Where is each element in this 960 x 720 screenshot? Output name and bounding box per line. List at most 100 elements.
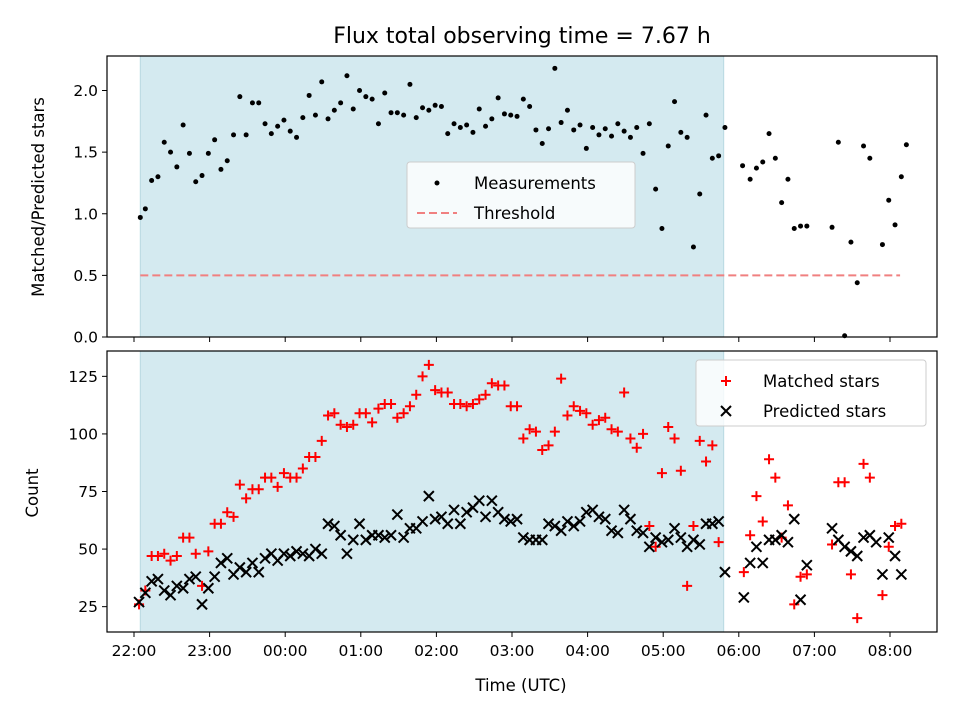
- data-point: [851, 550, 863, 562]
- data-point: [750, 541, 763, 553]
- y-tick-label: 125: [68, 368, 98, 386]
- data-point: [624, 513, 637, 525]
- data-point: [448, 504, 460, 516]
- data-point: [520, 96, 526, 102]
- x-tick-label: 02:00: [414, 642, 459, 660]
- data-point: [137, 214, 143, 220]
- data-point: [524, 424, 535, 435]
- data-point: [152, 573, 164, 585]
- data-point: [407, 81, 413, 87]
- data-point: [867, 155, 873, 161]
- series-predicted-stars: [133, 490, 908, 611]
- data-point: [668, 522, 681, 535]
- data-point: [757, 557, 769, 569]
- data-point: [631, 442, 642, 453]
- data-point: [464, 122, 470, 128]
- data-point: [347, 534, 359, 546]
- data-point: [379, 531, 391, 544]
- data-point: [631, 524, 643, 537]
- data-point: [772, 155, 778, 161]
- data-point: [738, 567, 749, 578]
- data-point: [208, 571, 221, 583]
- legend-marker: [434, 180, 440, 186]
- data-point: [177, 582, 189, 594]
- data-point: [262, 121, 268, 127]
- data-point: [537, 445, 548, 456]
- data-point: [142, 206, 148, 212]
- data-point: [556, 373, 567, 384]
- data-point: [612, 527, 624, 539]
- data-point: [338, 100, 344, 106]
- data-point: [684, 134, 690, 140]
- data-point: [795, 571, 806, 582]
- data-point: [328, 520, 341, 532]
- data-point: [159, 548, 170, 559]
- y-tick-label: 75: [78, 483, 98, 501]
- x-tick-label: 22:00: [112, 642, 157, 660]
- data-point: [757, 516, 768, 527]
- data-point: [322, 518, 334, 530]
- y-tick-label: 100: [68, 425, 98, 443]
- data-point: [145, 575, 158, 588]
- data-point: [360, 534, 372, 546]
- data-point: [164, 589, 177, 601]
- data-point: [375, 121, 381, 127]
- data-point: [498, 513, 511, 525]
- data-point: [769, 534, 782, 546]
- x-tick-label: 08:00: [868, 642, 913, 660]
- data-point: [372, 529, 385, 541]
- data-point: [171, 550, 182, 561]
- data-point: [272, 481, 283, 492]
- data-point: [331, 107, 337, 113]
- data-point: [429, 513, 441, 525]
- data-point: [457, 124, 463, 130]
- y-tick-label: 1.0: [73, 205, 98, 223]
- data-point: [489, 116, 495, 122]
- data-point: [501, 111, 507, 117]
- data-point: [753, 165, 759, 171]
- axes-frame: [106, 55, 938, 338]
- data-point: [334, 529, 347, 541]
- data-point: [278, 547, 290, 560]
- data-point: [460, 506, 473, 518]
- data-point: [663, 422, 674, 433]
- data-point: [649, 531, 662, 544]
- data-point: [602, 126, 608, 132]
- data-point: [707, 440, 718, 451]
- data-point: [291, 472, 302, 483]
- data-point: [703, 112, 709, 118]
- data-point: [512, 401, 523, 412]
- data-point: [665, 143, 671, 149]
- data-point: [590, 124, 596, 130]
- series-matched-stars: [134, 359, 907, 624]
- data-point: [662, 534, 674, 546]
- data-point: [297, 547, 309, 560]
- data-point: [890, 521, 901, 532]
- legend-marker: [720, 405, 732, 417]
- data-point: [627, 134, 633, 140]
- data-point: [870, 536, 882, 548]
- data-point: [517, 531, 530, 544]
- data-point: [149, 177, 155, 183]
- data-point: [886, 197, 892, 203]
- data-point: [367, 417, 378, 428]
- data-point: [656, 536, 668, 548]
- chart-title: Flux total observing time = 7.67 h: [333, 24, 711, 49]
- data-point: [499, 380, 510, 391]
- data-point: [360, 408, 371, 419]
- data-point: [779, 200, 785, 206]
- data-point: [348, 419, 359, 430]
- data-point: [221, 552, 233, 565]
- data-point: [454, 518, 467, 530]
- ratio-y-axis-label: Matched/Predicted stars: [29, 97, 48, 297]
- data-point: [329, 408, 340, 419]
- data-point: [801, 559, 813, 571]
- data-point: [190, 548, 201, 559]
- data-point: [184, 532, 195, 543]
- data-point: [241, 493, 252, 504]
- data-point: [643, 541, 656, 553]
- data-point: [215, 557, 227, 569]
- data-point: [287, 128, 293, 134]
- data-point: [486, 378, 497, 389]
- data-point: [845, 569, 856, 580]
